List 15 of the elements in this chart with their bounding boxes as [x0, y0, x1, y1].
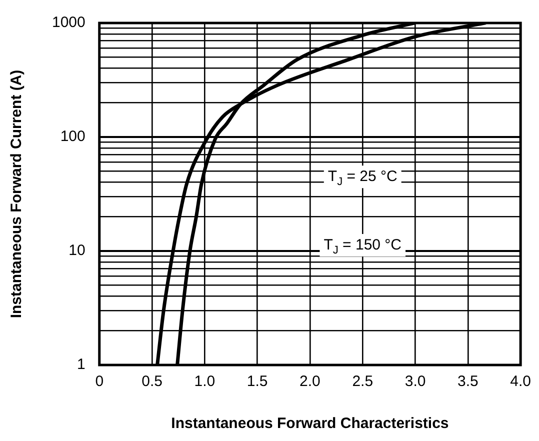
y-tick-label: 1 [77, 356, 86, 374]
x-tick-label: 2.5 [352, 373, 374, 390]
x-tick-label: 1.0 [194, 373, 216, 390]
x-tick-label: 0.5 [142, 373, 162, 390]
x-tick-label: 1.5 [246, 373, 268, 390]
y-tick-label: 100 [60, 128, 86, 146]
x-tick-label: 0 [95, 373, 104, 390]
x-tick-label: 4.0 [510, 373, 532, 390]
x-tick-label: 3.0 [404, 373, 426, 390]
x-tick-label: 2.0 [300, 373, 320, 390]
y-axis-title: Instantaneous Forward Current (A) [8, 70, 26, 318]
y-tick-label: 10 [68, 242, 86, 260]
x-tick-label: 3.5 [457, 373, 478, 390]
x-axis-title: Instantaneous Forward Characteristics [171, 415, 449, 432]
y-tick-label: 1000 [52, 14, 86, 32]
